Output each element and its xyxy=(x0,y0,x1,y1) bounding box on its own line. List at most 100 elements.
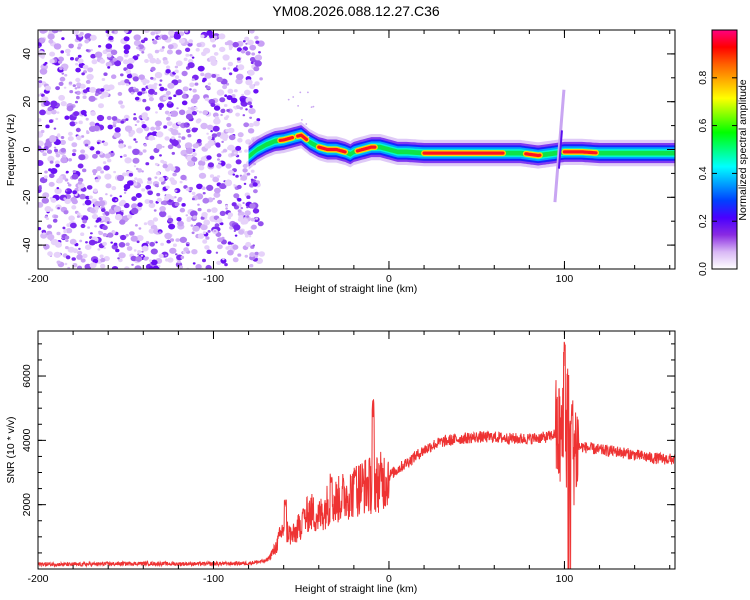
noise-blob xyxy=(195,264,202,269)
noise-blob xyxy=(111,186,117,191)
noise-blob xyxy=(167,144,174,150)
noise-blob xyxy=(186,243,190,247)
noise-blob xyxy=(171,129,179,136)
noise-blob xyxy=(76,82,82,87)
noise-blob xyxy=(135,193,142,198)
noise-blob xyxy=(110,150,114,153)
noise-blob xyxy=(143,256,149,261)
noise-blob xyxy=(114,213,123,221)
noise-blob xyxy=(59,76,66,82)
noise-blob xyxy=(77,250,83,256)
noise-blob xyxy=(144,91,148,94)
noise-blob xyxy=(250,217,256,222)
noise-blob xyxy=(232,244,239,250)
noise-blob xyxy=(187,62,195,69)
noise-blob xyxy=(123,191,127,194)
noise-blob xyxy=(98,231,104,236)
noise-blob xyxy=(79,239,83,243)
noise-blob xyxy=(44,61,48,65)
noise-blob xyxy=(49,208,54,212)
noise-blob xyxy=(69,105,74,109)
noise-blob xyxy=(213,35,218,39)
noise-blob xyxy=(111,266,119,269)
noise-blob xyxy=(155,59,162,65)
noise-blob xyxy=(60,101,67,107)
noise-blob xyxy=(102,233,108,237)
noise-blob xyxy=(62,176,67,180)
noise-blob xyxy=(244,234,249,238)
noise-blob xyxy=(42,152,47,156)
noise-blob xyxy=(168,96,173,100)
noise-blob xyxy=(243,89,251,96)
noise-blob xyxy=(118,100,124,105)
noise-blob xyxy=(244,36,250,41)
noise-blob xyxy=(123,30,129,34)
noise-blob xyxy=(90,48,93,52)
noise-blob xyxy=(119,219,126,225)
noise-blob xyxy=(127,145,132,149)
noise-blob xyxy=(145,106,151,111)
noise-blob xyxy=(216,175,221,178)
noise-blob xyxy=(245,51,251,56)
noise-blob xyxy=(216,153,222,158)
noise-blob xyxy=(75,90,81,95)
noise-blob xyxy=(209,55,217,62)
noise-blob xyxy=(188,127,192,130)
noise-blob xyxy=(74,193,78,197)
noise-blob xyxy=(77,181,83,185)
trace-faint-dot xyxy=(287,98,290,101)
noise-blob xyxy=(225,205,229,208)
noise-blob xyxy=(187,107,191,110)
noise-blob xyxy=(137,253,140,256)
noise-blob xyxy=(109,194,113,197)
noise-blob xyxy=(83,139,91,146)
noise-blob xyxy=(99,59,106,64)
noise-blob xyxy=(97,248,101,251)
noise-blob xyxy=(190,97,198,104)
noise-blob xyxy=(66,223,71,228)
noise-blob xyxy=(89,34,97,41)
noise-blob xyxy=(174,75,180,79)
noise-blob xyxy=(77,54,82,58)
noise-blob xyxy=(77,163,84,169)
noise-blob xyxy=(165,167,171,172)
noise-blob xyxy=(156,197,162,203)
noise-blob xyxy=(136,120,140,123)
noise-blob xyxy=(180,255,185,259)
noise-blob xyxy=(38,202,44,208)
trace-faint-dot xyxy=(301,119,303,121)
noise-blob xyxy=(174,65,179,69)
noise-blob xyxy=(139,180,144,184)
noise-blob xyxy=(232,173,236,176)
noise-blob xyxy=(171,151,175,155)
noise-blob xyxy=(75,100,78,104)
noise-blob xyxy=(217,199,223,205)
noise-blob xyxy=(199,110,202,114)
noise-blob xyxy=(168,199,173,203)
x-tick-label: -100 xyxy=(203,573,224,585)
noise-blob xyxy=(107,66,111,69)
noise-blob xyxy=(92,169,98,174)
noise-blob xyxy=(192,152,197,157)
noise-blob xyxy=(53,251,61,258)
noise-blob xyxy=(86,73,94,81)
noise-blob xyxy=(213,52,219,56)
noise-blob xyxy=(149,155,155,160)
noise-blob xyxy=(247,128,255,134)
noise-blob xyxy=(59,139,66,145)
noise-blob xyxy=(171,139,179,147)
noise-blob xyxy=(227,67,230,70)
noise-blob xyxy=(235,145,242,151)
noise-blob xyxy=(157,102,164,109)
noise-blob xyxy=(98,103,104,109)
y-tick-label: 20 xyxy=(21,96,33,108)
noise-blob xyxy=(250,61,254,64)
noise-blob xyxy=(166,239,171,244)
noise-blob xyxy=(134,224,138,227)
noise-blob xyxy=(242,114,246,117)
noise-blob xyxy=(216,218,223,223)
spectrogram-x-label: Height of straight line (km) xyxy=(295,283,418,295)
noise-blob xyxy=(238,150,242,153)
noise-blob xyxy=(176,254,183,261)
noise-blob xyxy=(76,212,81,216)
